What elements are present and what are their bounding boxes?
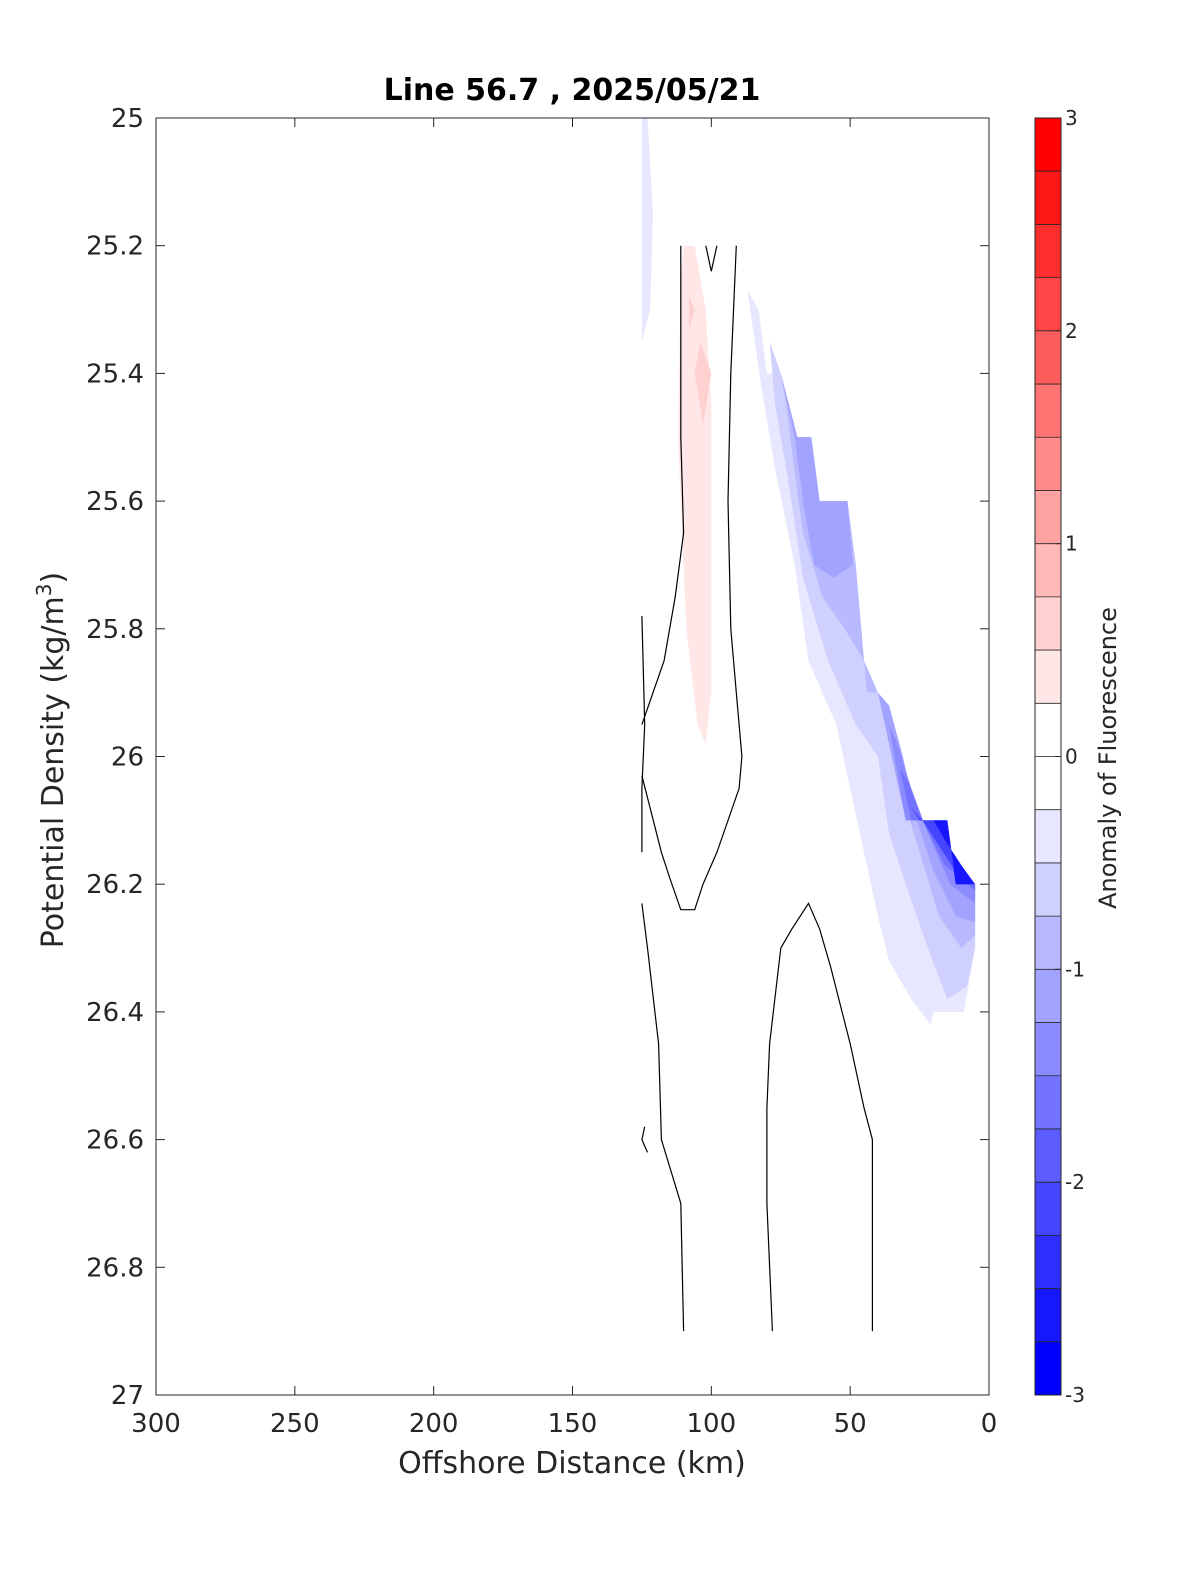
colorbar-segment <box>1035 1128 1061 1183</box>
zero-contour-arch <box>766 902 874 1332</box>
y-axis-label-main: Potential Density (kg/m <box>36 596 71 948</box>
zero-contour-small-hook <box>641 1126 649 1153</box>
colorbar-segment <box>1035 171 1061 225</box>
y-axis-ticks: 25 25.2 25.4 25.6 25.8 26 26.2 26.4 26.6 26.8 27 <box>86 104 989 1411</box>
y-tick-label: 26 <box>111 743 144 773</box>
colorbar-segment <box>1035 330 1061 385</box>
colorbar-segment <box>1035 809 1061 864</box>
contour-region-negative-lv5 <box>889 724 976 904</box>
contour-region-faint-blue-sliver <box>641 118 653 342</box>
zero-contour-west-mid <box>641 615 646 853</box>
y-tick-label: 25 <box>111 104 144 134</box>
colorbar-segment <box>1035 490 1061 545</box>
colorbar-segment <box>1035 1341 1061 1396</box>
colorbar-segment <box>1035 756 1061 811</box>
y-tick-label: 25.4 <box>86 359 144 389</box>
y-tick-label: 25.6 <box>86 487 144 517</box>
contour-region-negative-lv7 <box>911 807 976 885</box>
y-tick-label: 26.4 <box>86 998 144 1028</box>
y-tick-label: 26.2 <box>86 870 144 900</box>
colorbar-tick-label: 0 <box>1065 745 1078 769</box>
colorbar-segment <box>1035 1182 1061 1236</box>
y-tick-label: 26.8 <box>86 1253 144 1283</box>
colorbar-segment <box>1035 437 1061 491</box>
contour-region-negative-lv4 <box>780 373 853 578</box>
x-tick-label: 250 <box>270 1409 320 1439</box>
x-axis-label: Offshore Distance (km) <box>398 1446 746 1481</box>
y-axis-label: Potential Density (kg/m3) <box>32 572 71 948</box>
colorbar-segment <box>1035 969 1061 1024</box>
colorbar-segment <box>1035 118 1061 172</box>
chart-title: Line 56.7 , 2025/05/21 <box>384 73 761 108</box>
colorbar-segment <box>1035 1288 1061 1343</box>
colorbar-segment <box>1035 384 1061 438</box>
colorbar-segment <box>1035 916 1061 970</box>
y-tick-label: 27 <box>111 1381 144 1411</box>
x-tick-label: 300 <box>131 1409 181 1439</box>
x-tick-label: 50 <box>834 1409 867 1439</box>
colorbar-segment <box>1035 543 1061 598</box>
zero-contour-lines <box>641 245 874 1332</box>
y-tick-label: 26.6 <box>86 1126 144 1156</box>
colorbar-segment <box>1035 1235 1061 1290</box>
colorbar-tick-label: 3 <box>1065 106 1078 130</box>
y-tick-label: 25.8 <box>86 615 144 645</box>
zero-contour-west-lower <box>641 903 685 1332</box>
contour-region-positive-anomaly-spot <box>689 296 695 329</box>
colorbar-segment <box>1035 596 1061 651</box>
colorbar-segment <box>1035 224 1061 279</box>
zero-contour-west-upper <box>641 245 685 725</box>
x-axis-ticks: 300 250 200 150 100 50 0 <box>131 118 997 1439</box>
colorbar-segment <box>1035 1075 1061 1130</box>
colorbar-segment <box>1035 703 1061 757</box>
colorbar-tick-label: 1 <box>1065 532 1078 556</box>
y-axis-label-superscript: 3 <box>32 583 56 596</box>
y-axis-label-close: ) <box>36 572 71 584</box>
filled-contours <box>641 118 976 1025</box>
colorbar-tick-label: 2 <box>1065 319 1078 343</box>
y-tick-label: 25.2 <box>86 232 144 262</box>
x-tick-label: 150 <box>548 1409 598 1439</box>
x-tick-label: 100 <box>687 1409 737 1439</box>
contour-region-negative-core <box>933 820 976 885</box>
colorbar-segment <box>1035 862 1061 917</box>
zero-contour-center <box>641 245 743 911</box>
x-tick-label: 0 <box>981 1409 998 1439</box>
colorbar-label: Anomaly of Fluorescence <box>1094 607 1122 909</box>
colorbar-tick-label: -3 <box>1065 1383 1085 1407</box>
colorbar-segment <box>1035 650 1061 704</box>
zero-contour-v <box>705 245 718 272</box>
colorbar: 3 2 1 0 -1 -2 -3 <box>1034 106 1085 1407</box>
colorbar-segment <box>1035 277 1061 332</box>
colorbar-tick-label: -1 <box>1065 957 1085 981</box>
x-tick-label: 200 <box>409 1409 459 1439</box>
contour-region-positive-anomaly-core <box>694 341 712 425</box>
colorbar-segment <box>1035 1022 1061 1077</box>
colorbar-tick-label: -2 <box>1065 1170 1085 1194</box>
